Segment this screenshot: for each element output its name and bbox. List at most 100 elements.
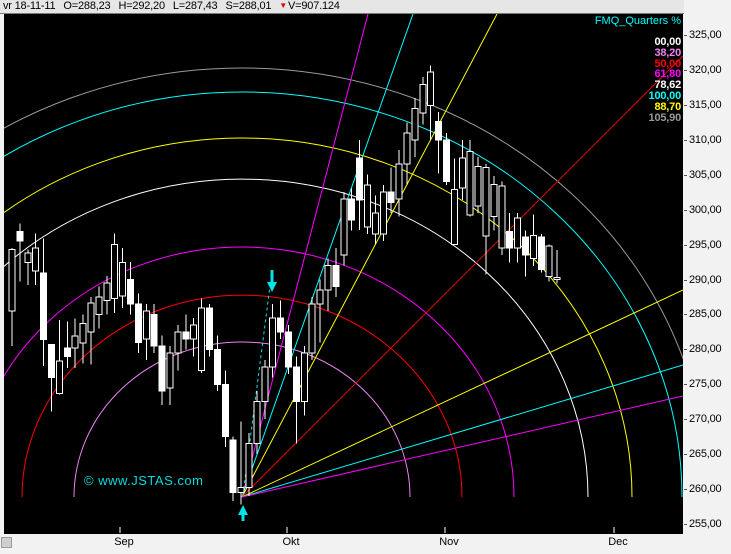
candle-body [245, 443, 253, 489]
price-label-260: 260,00 [689, 483, 722, 496]
price-tick [684, 35, 687, 36]
legend-level-61,80: 61,80 [654, 68, 681, 81]
candle-body [403, 132, 411, 165]
candle-body [16, 230, 24, 242]
candle-body [269, 317, 277, 368]
price-tick [684, 349, 687, 351]
price-label-295: 295,00 [689, 238, 722, 251]
candle-body [253, 401, 261, 445]
fan-line-3 [241, 55, 683, 498]
price-label-275: 275,00 [689, 378, 722, 391]
candle-body [379, 191, 387, 235]
candle-body [79, 322, 87, 344]
fib-arc-100 [4, 91, 683, 498]
price-axis[interactable]: 325,00 320,00 315,00 310,00 305,00 300,00 295,… [684, 0, 731, 554]
candle-body [158, 345, 166, 392]
price-label-280: 280,00 [689, 343, 722, 356]
price-tick [684, 524, 687, 525]
candle-body [111, 244, 119, 299]
candle-body [427, 71, 435, 107]
price-label-290: 290,00 [689, 273, 722, 286]
time-axis[interactable]: Sep Okt Nov Dec [0, 534, 684, 554]
candle-body [221, 383, 229, 438]
candle-body [419, 84, 427, 114]
price-tick [684, 489, 687, 491]
legend-level-105,90: 105,90 [648, 111, 682, 124]
legend-level-00,00: 00,00 [654, 36, 681, 48]
candle-body [87, 302, 95, 333]
candle-body [261, 366, 269, 403]
candle-body [55, 360, 63, 394]
fan-line-1 [241, 14, 414, 498]
price-label-300: 300,00 [689, 203, 722, 216]
candle-body [474, 165, 482, 207]
quote-date: vr 18-11-11 [3, 0, 56, 12]
month-label-Nov: Nov [439, 536, 459, 548]
legend-level-100,00: 100,00 [648, 89, 682, 102]
price-label-255: 255,00 [689, 518, 722, 530]
fan-line-2 [241, 14, 498, 498]
fan-line-6 [241, 395, 683, 498]
price-tick [684, 454, 687, 456]
candle-body [237, 487, 245, 494]
price-label-285: 285,00 [689, 308, 722, 321]
candle-body [490, 183, 498, 218]
fan-line-5 [241, 364, 683, 498]
candle-body [395, 163, 403, 200]
candle-body [498, 185, 506, 249]
price-label-310: 310,00 [689, 133, 722, 146]
candle-body [182, 331, 190, 340]
candle-body [466, 151, 474, 216]
candle-body [324, 265, 332, 291]
price-label-265: 265,00 [689, 448, 722, 461]
price-label-325: 325,00 [689, 29, 722, 41]
candle-body [150, 313, 158, 347]
legend-level-38,20: 38,20 [654, 46, 681, 59]
candle-body [482, 167, 490, 237]
candle-body [514, 217, 522, 249]
candle-body [364, 184, 371, 228]
fib-arc-50 [21, 294, 463, 498]
price-tick [684, 139, 687, 141]
fib-arc-38.2 [73, 341, 411, 498]
price-tick [684, 279, 687, 281]
chart-plot-area[interactable]: FMQ_Quarters % 00,00 38,20 50,00 61,80 78,62… [4, 14, 683, 534]
candle-body [387, 191, 395, 204]
volume-down-triangle-icon: ▼ [279, 1, 287, 10]
price-label-305: 305,00 [689, 168, 722, 181]
candle-body [316, 289, 324, 305]
legend-level-88,70: 88,70 [654, 100, 681, 113]
legend-level-50,00: 50,00 [654, 57, 681, 70]
price-tick [684, 209, 687, 211]
candle-body [40, 272, 48, 341]
candle-body [95, 296, 103, 315]
quote-last: S=288,01 [225, 0, 272, 12]
fib-arc-78.62 [4, 178, 589, 498]
candle-body [308, 303, 316, 354]
candle-body [443, 139, 450, 183]
candle-body [545, 245, 553, 278]
quote-high: H=292,20 [118, 0, 165, 12]
month-label-Okt: Okt [282, 536, 300, 548]
quote-open: O=288,23 [63, 0, 111, 12]
candle-body [166, 352, 174, 389]
candle-body [32, 247, 40, 272]
price-label-320: 320,00 [689, 63, 722, 76]
price-tick [684, 314, 687, 316]
price-label-315: 315,00 [689, 98, 722, 111]
price-tick [684, 384, 687, 386]
candlestick-fib-plot [4, 14, 683, 533]
candle-body [213, 348, 221, 385]
candle-body [340, 198, 348, 256]
candle-body [292, 366, 300, 403]
candle-body [127, 278, 134, 305]
month-label-Dec: Dec [608, 536, 628, 548]
candle-body [537, 236, 545, 271]
price-tick [684, 69, 687, 71]
candle-body [190, 324, 198, 340]
candle-body [206, 307, 213, 350]
candle-body [411, 107, 419, 141]
watermark-text: © www.JSTAS.com [84, 473, 204, 488]
fib-arc-105.9 [4, 67, 683, 361]
